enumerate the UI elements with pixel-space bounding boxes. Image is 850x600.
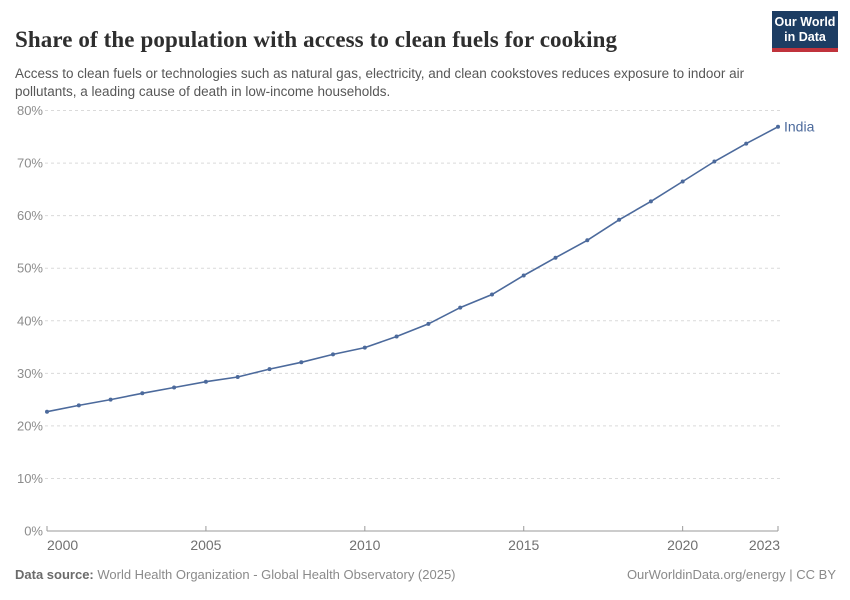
series-line[interactable] xyxy=(46,126,779,413)
data-point[interactable] xyxy=(394,334,399,339)
data-point[interactable] xyxy=(299,360,304,365)
data-point[interactable] xyxy=(712,159,717,164)
data-point[interactable] xyxy=(172,385,177,390)
data-point[interactable] xyxy=(553,255,558,260)
data-point[interactable] xyxy=(617,217,622,222)
data-source-label: Data source: xyxy=(15,567,94,582)
data-point[interactable] xyxy=(648,199,653,204)
data-point[interactable] xyxy=(680,179,685,184)
x-tick-label: 2005 xyxy=(190,537,221,553)
data-point[interactable] xyxy=(776,124,780,129)
credit-link[interactable]: OurWorldinData.org/energy | CC BY xyxy=(626,567,836,582)
data-point[interactable] xyxy=(76,403,81,408)
data-source: Data source: World Health Organization -… xyxy=(15,567,456,582)
y-tick-label: 20% xyxy=(17,418,43,433)
series-end-label[interactable]: India xyxy=(784,118,815,134)
page-title: Share of the population with access to c… xyxy=(15,27,618,53)
x-tick-label: 2010 xyxy=(349,537,380,553)
y-tick-label: 60% xyxy=(17,208,43,223)
owid-logo[interactable]: Our World in Data xyxy=(772,11,838,52)
series-india[interactable]: India xyxy=(45,118,815,414)
data-point[interactable] xyxy=(267,367,272,372)
chart-footer: Data source: World Health Organization -… xyxy=(15,567,836,582)
y-tick-label: 50% xyxy=(17,261,43,276)
x-axis xyxy=(46,526,779,532)
data-point[interactable] xyxy=(585,238,590,243)
y-tick-label: 70% xyxy=(17,156,43,171)
data-point[interactable] xyxy=(426,321,431,326)
x-tick-label: 2000 xyxy=(47,537,78,553)
data-point[interactable] xyxy=(108,397,113,402)
y-tick-label: 40% xyxy=(17,313,43,328)
y-tick-label: 80% xyxy=(17,103,43,118)
data-point[interactable] xyxy=(331,352,335,357)
y-tick-label: 30% xyxy=(17,366,43,381)
chart-subtitle: Access to clean fuels or technologies su… xyxy=(15,65,745,100)
data-point[interactable] xyxy=(490,292,494,297)
data-point[interactable] xyxy=(458,305,463,310)
owid-logo-line2: in Data xyxy=(784,29,826,44)
data-point[interactable] xyxy=(140,391,145,396)
x-tick-label: 2023 xyxy=(749,537,780,553)
y-tick-label: 0% xyxy=(24,524,43,539)
x-tick-label: 2020 xyxy=(667,537,698,553)
data-source-text: World Health Organization - Global Healt… xyxy=(93,567,456,582)
data-point[interactable] xyxy=(521,273,526,278)
owid-logo-line1: Our World xyxy=(774,14,836,29)
gridlines xyxy=(45,110,780,479)
x-tick-label: 2015 xyxy=(508,537,539,553)
data-point[interactable] xyxy=(744,141,749,146)
data-point[interactable] xyxy=(235,375,240,379)
data-point[interactable] xyxy=(203,379,208,384)
y-axis-labels: 0% 10% 20% 30% 40% 50% 60% 70% 80% xyxy=(17,103,43,539)
y-tick-label: 10% xyxy=(17,471,43,486)
data-point[interactable] xyxy=(45,409,49,414)
data-point[interactable] xyxy=(362,345,367,350)
x-axis-labels: 2000 2005 2010 2015 2020 2023 xyxy=(47,537,780,553)
